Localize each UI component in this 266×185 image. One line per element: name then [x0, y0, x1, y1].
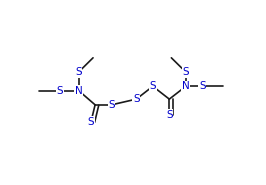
Text: N: N [75, 86, 82, 96]
Text: S: S [108, 100, 115, 110]
Text: S: S [182, 67, 189, 77]
Text: S: S [199, 81, 206, 91]
Text: S: S [166, 110, 173, 120]
Text: S: S [88, 117, 94, 127]
Text: S: S [75, 67, 82, 77]
Text: N: N [182, 81, 190, 91]
Text: S: S [133, 94, 140, 104]
Text: S: S [149, 81, 156, 91]
Text: S: S [57, 86, 63, 96]
